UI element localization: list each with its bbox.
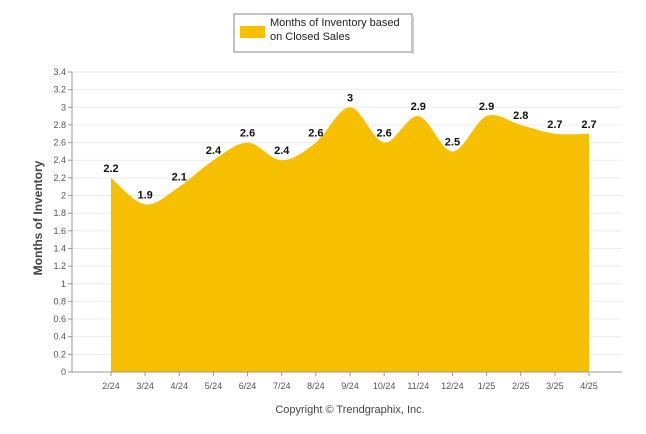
- x-tick-label: 6/24: [239, 381, 257, 391]
- y-tick-label: 3: [61, 102, 66, 112]
- data-label: 2.5: [445, 136, 460, 148]
- data-label: 2.4: [206, 145, 222, 157]
- data-label: 2.6: [240, 128, 255, 140]
- data-label: 2.7: [581, 119, 596, 131]
- x-axis-ticks: 2/24 3/24 4/24 5/24 6/24 7/24 8/24 9/24 10/24 11/…: [102, 372, 598, 391]
- y-tick-label: 1.4: [53, 243, 66, 253]
- y-tick-label: 0.8: [53, 296, 66, 306]
- data-label: 2.8: [513, 110, 528, 122]
- x-tick-label: 7/24: [273, 381, 291, 391]
- y-tick-label: 2.4: [53, 155, 66, 165]
- legend: Months of Inventory based on Closed Sale…: [233, 13, 414, 54]
- y-tick-label: 2.8: [53, 120, 66, 130]
- x-tick-label: 10/24: [373, 381, 396, 391]
- data-label: 3: [347, 92, 353, 104]
- x-tick-label: 2/25: [512, 381, 530, 391]
- x-tick-label: 11/24: [407, 381, 429, 391]
- y-tick-label: 1: [61, 279, 66, 289]
- series-area-fill: [111, 107, 589, 372]
- legend-label-line-2: on Closed Sales: [270, 31, 351, 43]
- y-tick-label: 3.4: [53, 67, 66, 77]
- x-tick-label: 8/24: [307, 381, 325, 391]
- y-tick-label: 2: [61, 191, 66, 201]
- axes: [71, 72, 622, 373]
- data-label: 2.7: [547, 119, 562, 131]
- x-tick-label: 12/24: [441, 381, 464, 391]
- data-label: 2.9: [411, 101, 426, 113]
- data-label: 2.9: [479, 101, 494, 113]
- y-tick-label: 2.2: [53, 173, 66, 183]
- x-tick-label: 3/24: [136, 381, 154, 391]
- y-tick-label: 2.6: [53, 138, 66, 148]
- y-tick-label: 1.8: [53, 208, 66, 218]
- legend-box-shadow: [412, 17, 414, 54]
- x-tick-label: 1/25: [478, 381, 496, 391]
- x-tick-label: 2/24: [102, 381, 120, 391]
- data-label: 2.6: [376, 128, 391, 140]
- copyright-text: Copyright © Trendgraphix, Inc.: [275, 404, 424, 416]
- x-tick-label: 5/24: [205, 381, 223, 391]
- x-tick-label: 4/25: [580, 381, 598, 391]
- y-tick-label: 0: [61, 367, 66, 377]
- legend-label-line-1: Months of Inventory based: [270, 17, 400, 29]
- y-tick-label: 1.6: [53, 226, 66, 236]
- y-tick-label: 0.2: [53, 349, 66, 359]
- y-axis-title: Months of Inventory: [31, 160, 45, 275]
- x-tick-label: 9/24: [341, 381, 359, 391]
- legend-swatch: [240, 26, 265, 38]
- data-label: 2.2: [103, 163, 118, 175]
- series-area: [111, 107, 589, 372]
- data-labels: 2.2 1.9 2.1 2.4 2.6 2.4 2.6 3 2.6 2.9 2.5 2.9 2.8 2.7…: [103, 92, 596, 201]
- x-tick-label: 4/24: [171, 381, 189, 391]
- y-tick-label: 3.2: [53, 85, 66, 95]
- data-label: 2.6: [308, 128, 323, 140]
- y-tick-label: 1.2: [53, 261, 66, 271]
- x-tick-label: 3/25: [546, 381, 564, 391]
- data-label: 2.4: [274, 145, 290, 157]
- data-label: 2.1: [172, 172, 187, 184]
- data-label: 1.9: [137, 189, 152, 201]
- y-tick-label: 0.6: [53, 314, 66, 324]
- y-axis-ticks: 0 0.2 0.4 0.6 0.8 1 1.2 1.4 1.6 1.8 2 2.2 2.4 2.6 2.8 3…: [53, 67, 72, 377]
- y-tick-label: 0.4: [53, 332, 66, 342]
